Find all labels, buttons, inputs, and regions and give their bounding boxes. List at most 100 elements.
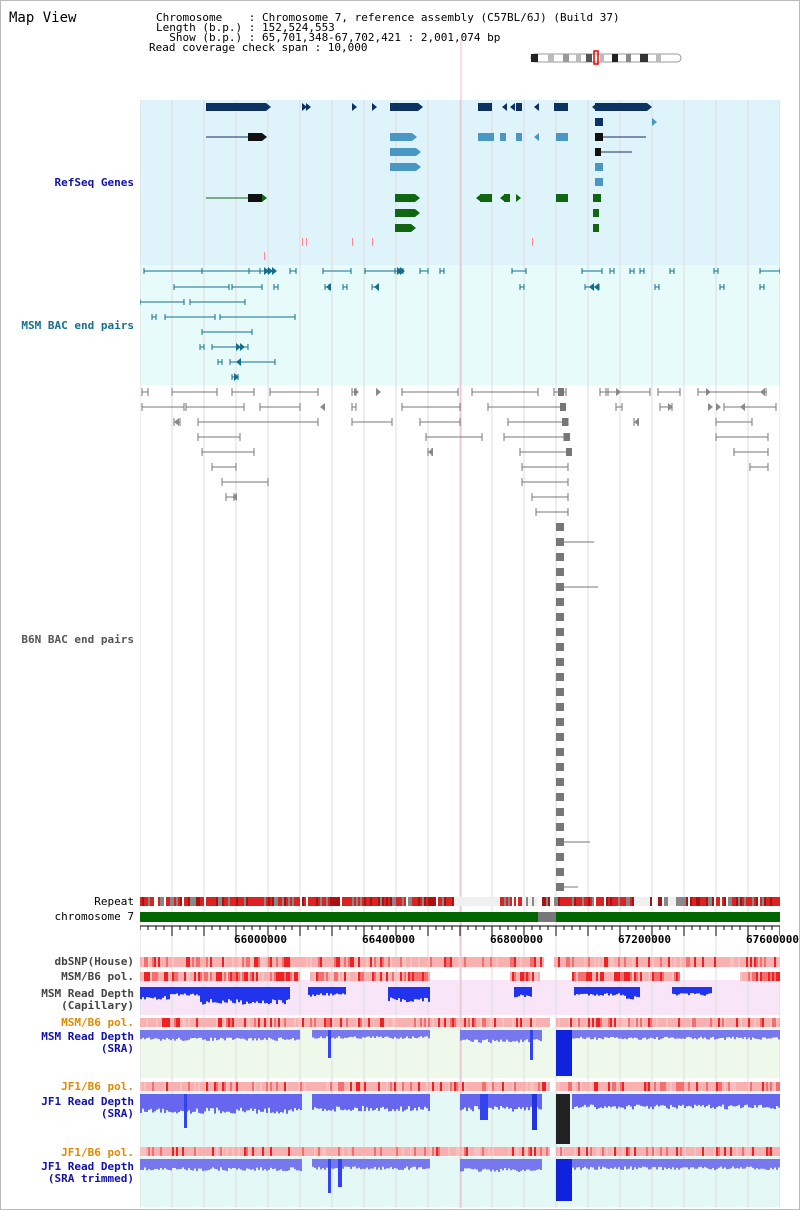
polymorphism-mark bbox=[562, 1018, 564, 1027]
read-depth-bar bbox=[718, 1030, 720, 1039]
read-depth-bar bbox=[278, 1159, 280, 1171]
polymorphism-mark bbox=[234, 957, 236, 967]
read-depth-bar bbox=[776, 1030, 778, 1038]
read-depth-bar bbox=[696, 987, 698, 994]
read-depth-bar bbox=[376, 1159, 378, 1170]
polymorphism-mark bbox=[372, 1018, 374, 1027]
polymorphism-mark bbox=[216, 1018, 218, 1027]
polymorphism-mark bbox=[396, 957, 398, 967]
read-depth-bar bbox=[362, 1094, 364, 1107]
polymorphism-mark bbox=[172, 1018, 174, 1027]
polymorphism-mark bbox=[592, 1082, 594, 1091]
track-features[interactable] bbox=[140, 0, 780, 1210]
read-depth-bar bbox=[758, 1030, 760, 1040]
polymorphism-mark bbox=[590, 972, 592, 981]
read-depth-bar bbox=[424, 1094, 426, 1107]
read-depth-bar bbox=[410, 987, 412, 1002]
read-depth-bar bbox=[150, 1094, 152, 1109]
read-depth-bar bbox=[184, 1030, 186, 1041]
gene-arrow bbox=[174, 418, 179, 426]
polymorphism-mark bbox=[536, 1147, 538, 1156]
polymorphism-mark bbox=[484, 1018, 486, 1027]
read-depth-bar bbox=[666, 1030, 668, 1037]
polymorphism-mark bbox=[402, 1147, 404, 1156]
read-depth-bar bbox=[666, 1159, 668, 1170]
read-depth-bar bbox=[170, 1094, 172, 1113]
polymorphism-mark bbox=[522, 957, 524, 967]
read-depth-bar bbox=[266, 1030, 268, 1041]
polymorphism-mark bbox=[246, 1082, 248, 1091]
read-depth-bar bbox=[372, 1030, 374, 1037]
repeat-mark bbox=[334, 897, 336, 906]
repeat-mark bbox=[452, 897, 454, 906]
polymorphism-mark bbox=[484, 957, 486, 967]
polymorphism-mark bbox=[306, 1018, 308, 1027]
read-depth-bar bbox=[596, 1094, 598, 1110]
polymorphism-mark bbox=[222, 957, 224, 967]
polymorphism-mark bbox=[250, 972, 252, 981]
read-depth-bar bbox=[224, 1159, 226, 1171]
chromosome-ideogram[interactable] bbox=[0, 0, 800, 70]
read-depth-bar bbox=[514, 1094, 516, 1110]
polymorphism-mark bbox=[368, 1082, 370, 1091]
read-depth-bar bbox=[618, 987, 620, 994]
read-depth-bar bbox=[688, 1030, 690, 1037]
read-depth-bar bbox=[238, 1030, 240, 1039]
read-depth-bar bbox=[198, 987, 200, 996]
read-depth-bar bbox=[352, 1159, 354, 1167]
read-depth-bar bbox=[366, 1094, 368, 1108]
read-depth-bar bbox=[708, 1094, 710, 1105]
read-depth-bar bbox=[478, 1030, 480, 1043]
polymorphism-mark bbox=[538, 1082, 540, 1091]
repeat-mark bbox=[154, 897, 156, 906]
read-depth-bar bbox=[398, 1094, 400, 1111]
track-label-jf1-b6-pol-2: JF1/B6 pol. bbox=[61, 1146, 134, 1159]
polymorphism-mark bbox=[684, 1082, 686, 1091]
polymorphism-mark bbox=[190, 1018, 192, 1027]
polymorphism-mark bbox=[704, 1018, 706, 1027]
repeat-mark bbox=[422, 897, 424, 906]
polymorphism-mark bbox=[246, 1018, 248, 1027]
read-depth-bar bbox=[280, 1094, 282, 1113]
polymorphism-mark bbox=[662, 957, 664, 967]
gene-feature bbox=[395, 209, 415, 217]
read-depth-bar bbox=[624, 987, 626, 996]
read-depth-bar bbox=[758, 1094, 760, 1106]
repeat-mark bbox=[692, 897, 694, 906]
polymorphism-mark bbox=[494, 1082, 496, 1091]
polymorphism-mark bbox=[228, 972, 230, 981]
read-depth-bar bbox=[240, 987, 242, 1001]
polymorphism-mark bbox=[262, 957, 264, 967]
polymorphism-mark bbox=[416, 1082, 418, 1091]
polymorphism-mark bbox=[334, 972, 336, 981]
polymorphism-mark bbox=[404, 1082, 406, 1091]
polymorphism-mark bbox=[190, 957, 192, 967]
read-depth-bar bbox=[254, 1030, 256, 1039]
polymorphism-mark bbox=[274, 957, 276, 967]
read-depth-bar bbox=[292, 1030, 294, 1039]
polymorphism-mark bbox=[542, 1147, 544, 1156]
polymorphism-mark bbox=[374, 1147, 376, 1156]
polymorphism-mark bbox=[762, 1147, 764, 1156]
read-depth-bar bbox=[672, 1094, 674, 1107]
polymorphism-mark bbox=[368, 1147, 370, 1156]
repeat-mark bbox=[322, 897, 324, 906]
read-depth-bar bbox=[354, 1030, 356, 1037]
repeat-mark bbox=[532, 897, 534, 906]
polymorphism-mark bbox=[668, 972, 670, 981]
polymorphism-mark bbox=[190, 1082, 192, 1091]
polymorphism-mark bbox=[724, 1018, 726, 1027]
polymorphism-mark bbox=[338, 1018, 340, 1027]
polymorphism-mark bbox=[290, 1082, 292, 1091]
polymorphism-mark bbox=[318, 1147, 320, 1156]
polymorphism-mark bbox=[472, 1147, 474, 1156]
read-depth-bar bbox=[216, 1094, 218, 1108]
track-area[interactable] bbox=[140, 0, 780, 1210]
polymorphism-mark bbox=[146, 1082, 148, 1091]
polymorphism-mark bbox=[210, 1082, 212, 1091]
read-depth-bar bbox=[154, 987, 156, 998]
gene-arrow bbox=[415, 209, 420, 217]
read-depth-bar bbox=[390, 1159, 392, 1167]
read-depth-bar bbox=[260, 1094, 262, 1112]
polymorphism-mark bbox=[460, 957, 462, 967]
